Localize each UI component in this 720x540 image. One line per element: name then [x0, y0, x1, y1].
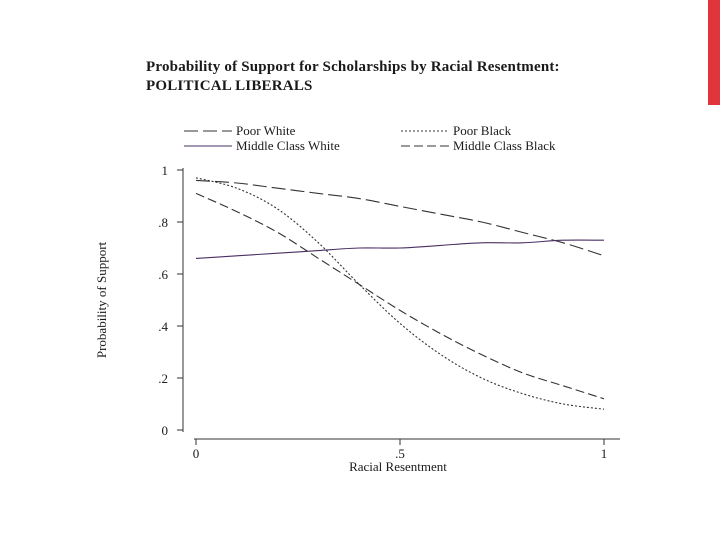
legend-label-middle-class-black: Middle Class Black [453, 138, 556, 153]
slide-accent-bar [708, 0, 720, 105]
legend-label-poor-black: Poor Black [453, 123, 512, 138]
chart-legend: Poor White Poor Black Middle Class White Mi… [184, 123, 556, 153]
y-tick-label-5: 1 [162, 163, 169, 178]
y-axis-label: Probability of Support [94, 241, 109, 358]
x-tick-label-1: .5 [395, 446, 405, 461]
y-tick-label-1: .2 [158, 371, 168, 386]
chart-title-block: Probability of Support for Scholarships … [146, 58, 686, 96]
series-line-poor-white [195, 179, 605, 257]
chart-series-layer [195, 177, 605, 410]
y-tick-label-2: .4 [158, 319, 168, 334]
legend-label-middle-class-white: Middle Class White [236, 138, 340, 153]
y-tick-label-4: .8 [158, 215, 168, 230]
series-line-middle-class-white [195, 239, 605, 259]
x-axis-label: Racial Resentment [349, 459, 447, 474]
y-tick-label-0: 0 [162, 423, 169, 438]
x-tick-label-0: 0 [193, 446, 200, 461]
series-line-middle-class-black [195, 192, 605, 400]
chart-title: Probability of Support for Scholarships … [146, 59, 560, 75]
legend-label-poor-white: Poor White [236, 123, 296, 138]
chart-axes: 0 .2 .4 .6 .8 1 0 .5 1 [158, 163, 620, 461]
y-tick-label-3: .6 [158, 267, 168, 282]
x-tick-label-2: 1 [601, 446, 608, 461]
series-line-poor-black [195, 177, 605, 410]
chart-subtitle: POLITICAL LIBERALS [146, 78, 313, 94]
